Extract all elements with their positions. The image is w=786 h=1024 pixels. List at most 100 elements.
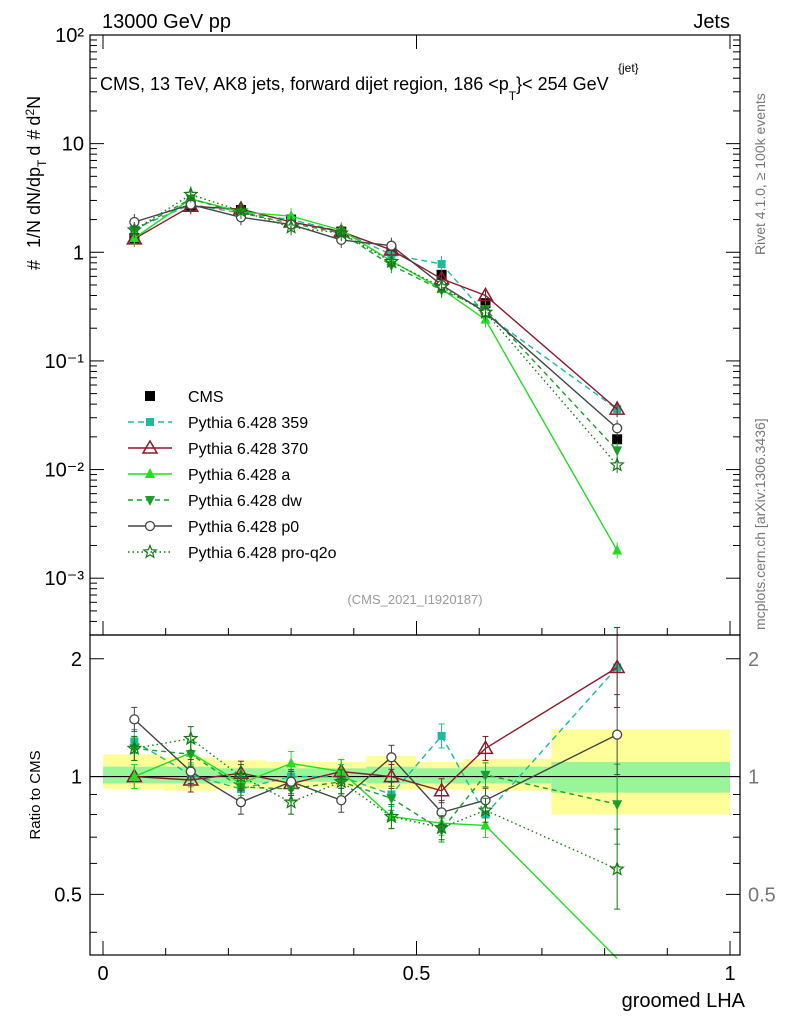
series-3-ratio-point <box>480 770 491 781</box>
series-5-main-point <box>609 456 625 472</box>
series-2-ratio-point <box>286 757 297 768</box>
series-5-ratio-point <box>126 740 143 756</box>
legend-marker-3 <box>145 496 155 506</box>
series-2-main-point <box>286 210 297 221</box>
chart-title-end: }< 254 GeV <box>516 74 609 94</box>
series-5-main-point <box>433 278 450 294</box>
series-4-ratio-point <box>336 795 347 806</box>
y-tick-label: 10 <box>62 134 84 156</box>
series-1-main-point <box>477 287 494 302</box>
chart-title-main: CMS, 13 TeV, AK8 jets, forward dijet reg… <box>100 74 509 94</box>
y-axis-label-main: #1/N dN/dpTd#d2N <box>23 96 49 270</box>
ratio-tick-label-right: 1 <box>748 767 759 789</box>
series-5-main-point <box>383 253 400 269</box>
series-4-ratio-point <box>285 776 297 787</box>
legend-marker-5 <box>142 543 158 559</box>
legend-marker-4 <box>144 520 156 532</box>
ratio-band-green <box>551 761 730 793</box>
y-tick-label: 1 <box>73 242 84 264</box>
ylabel-part-5: # <box>24 130 44 140</box>
ratio-series <box>126 626 626 959</box>
main-series <box>126 186 626 559</box>
ratio-tick-label: 1 <box>71 767 82 789</box>
series-1-ratio-point <box>433 782 450 797</box>
ylabel-part-4: d <box>24 146 44 156</box>
series-3-ratio-point <box>185 750 196 761</box>
series-5-main-point <box>333 224 350 240</box>
series-5-main-point <box>477 304 494 319</box>
series-3-ratio-point <box>386 794 397 805</box>
legend-label-0: Pythia 6.428 359 <box>188 415 308 432</box>
chart-title: CMS, 13 TeV, AK8 jets, forward dijet reg… <box>100 74 609 103</box>
series-0-main-point <box>437 260 446 269</box>
ylabel-part-6: d <box>24 116 44 126</box>
series-0-ratio-line <box>133 667 618 816</box>
series-1-main-line <box>134 205 618 410</box>
ratio-tick-label-right: 2 <box>748 649 759 671</box>
series-5-ratio-point <box>477 802 494 817</box>
ylabel-part-3: T <box>35 159 49 167</box>
series-5-main-point <box>233 202 249 218</box>
ratio-band-green <box>416 768 464 784</box>
series-4-ratio-point <box>386 752 397 763</box>
series-3-main-line <box>134 198 618 451</box>
y-tick-label: 10² <box>55 25 84 47</box>
series-2-ratio-point <box>480 819 491 830</box>
legend-label-5: Pythia 6.428 pro-q2o <box>188 545 337 562</box>
series-4-ratio-point <box>129 714 140 725</box>
analysis-watermark: (CMS_2021_I1920187) <box>347 592 482 607</box>
legend-marker-cms <box>145 391 155 401</box>
legend-label-4: Pythia 6.428 p0 <box>188 519 299 536</box>
ratio-band-green <box>463 766 552 784</box>
series-1-ratio-point <box>383 768 400 783</box>
series-5-main-line <box>133 193 618 466</box>
x-tick-label: 1 <box>724 963 735 985</box>
ratio-tick-label: 2 <box>71 649 82 671</box>
legend-label-1: Pythia 6.428 370 <box>188 441 308 458</box>
ylabel-part-7: 2 <box>23 109 37 116</box>
y-tick-label: 10⁻³ <box>45 568 85 590</box>
legend: CMS Pythia 6.428 359 Pythia 6.428 370 Pythi… <box>128 389 337 562</box>
series-3-ratio-point <box>612 800 623 811</box>
ylabel-part-8: N <box>24 96 44 109</box>
series-5-ratio-point <box>233 768 249 784</box>
y-axis-label-ratio: Ratio to CMS <box>27 750 44 839</box>
series-5-ratio-point <box>183 730 199 746</box>
series-5-main-point <box>126 221 143 237</box>
side-label-mcplots: mcplots.cern.ch [arXiv:1306.3436] <box>752 418 768 630</box>
ylabel-part-2: 1/N dN/dp <box>24 167 44 248</box>
chart-title-sup: {jet} <box>618 61 639 75</box>
series-4-main-point <box>611 423 623 434</box>
ratio-tick-label: 0.5 <box>54 884 82 906</box>
series-0-main-line <box>134 203 618 410</box>
series-1-ratio-point <box>477 739 494 755</box>
series-2-ratio-point <box>129 770 140 781</box>
series-4-ratio-point <box>611 729 623 740</box>
series-1-ratio-point <box>182 771 200 786</box>
legend-marker-1 <box>141 439 159 454</box>
series-2-main-point <box>612 544 623 555</box>
series-5-ratio-point <box>333 773 350 789</box>
legend-marker-0 <box>146 418 154 426</box>
ylabel-part-1: # <box>24 260 44 270</box>
series-4-main-point <box>386 240 397 251</box>
series-5-main-point <box>283 219 299 234</box>
series-1-main-point <box>608 400 626 415</box>
series-1-ratio-point <box>608 658 626 674</box>
series-5-ratio-point <box>283 794 299 809</box>
legend-label-3: Pythia 6.428 dw <box>188 493 302 510</box>
ratio-tick-label-right: 0.5 <box>748 884 776 906</box>
chart-title-sub: T <box>509 89 517 103</box>
header-energy: 13000 GeV pp <box>102 11 231 33</box>
ratio-frame <box>89 634 741 956</box>
series-5-ratio-point <box>609 860 625 876</box>
series-0-ratio-point <box>437 731 446 740</box>
header-jets: Jets <box>693 11 730 33</box>
legend-marker-2 <box>145 468 155 478</box>
legend-label-cms: CMS <box>188 389 224 406</box>
side-label-rivet: Rivet 4.1.0, ≥ 100k events <box>752 93 768 255</box>
series-5-ratio-point <box>383 808 400 824</box>
y-tick-label: 10⁻¹ <box>45 351 85 373</box>
ratio-bands <box>103 729 730 815</box>
